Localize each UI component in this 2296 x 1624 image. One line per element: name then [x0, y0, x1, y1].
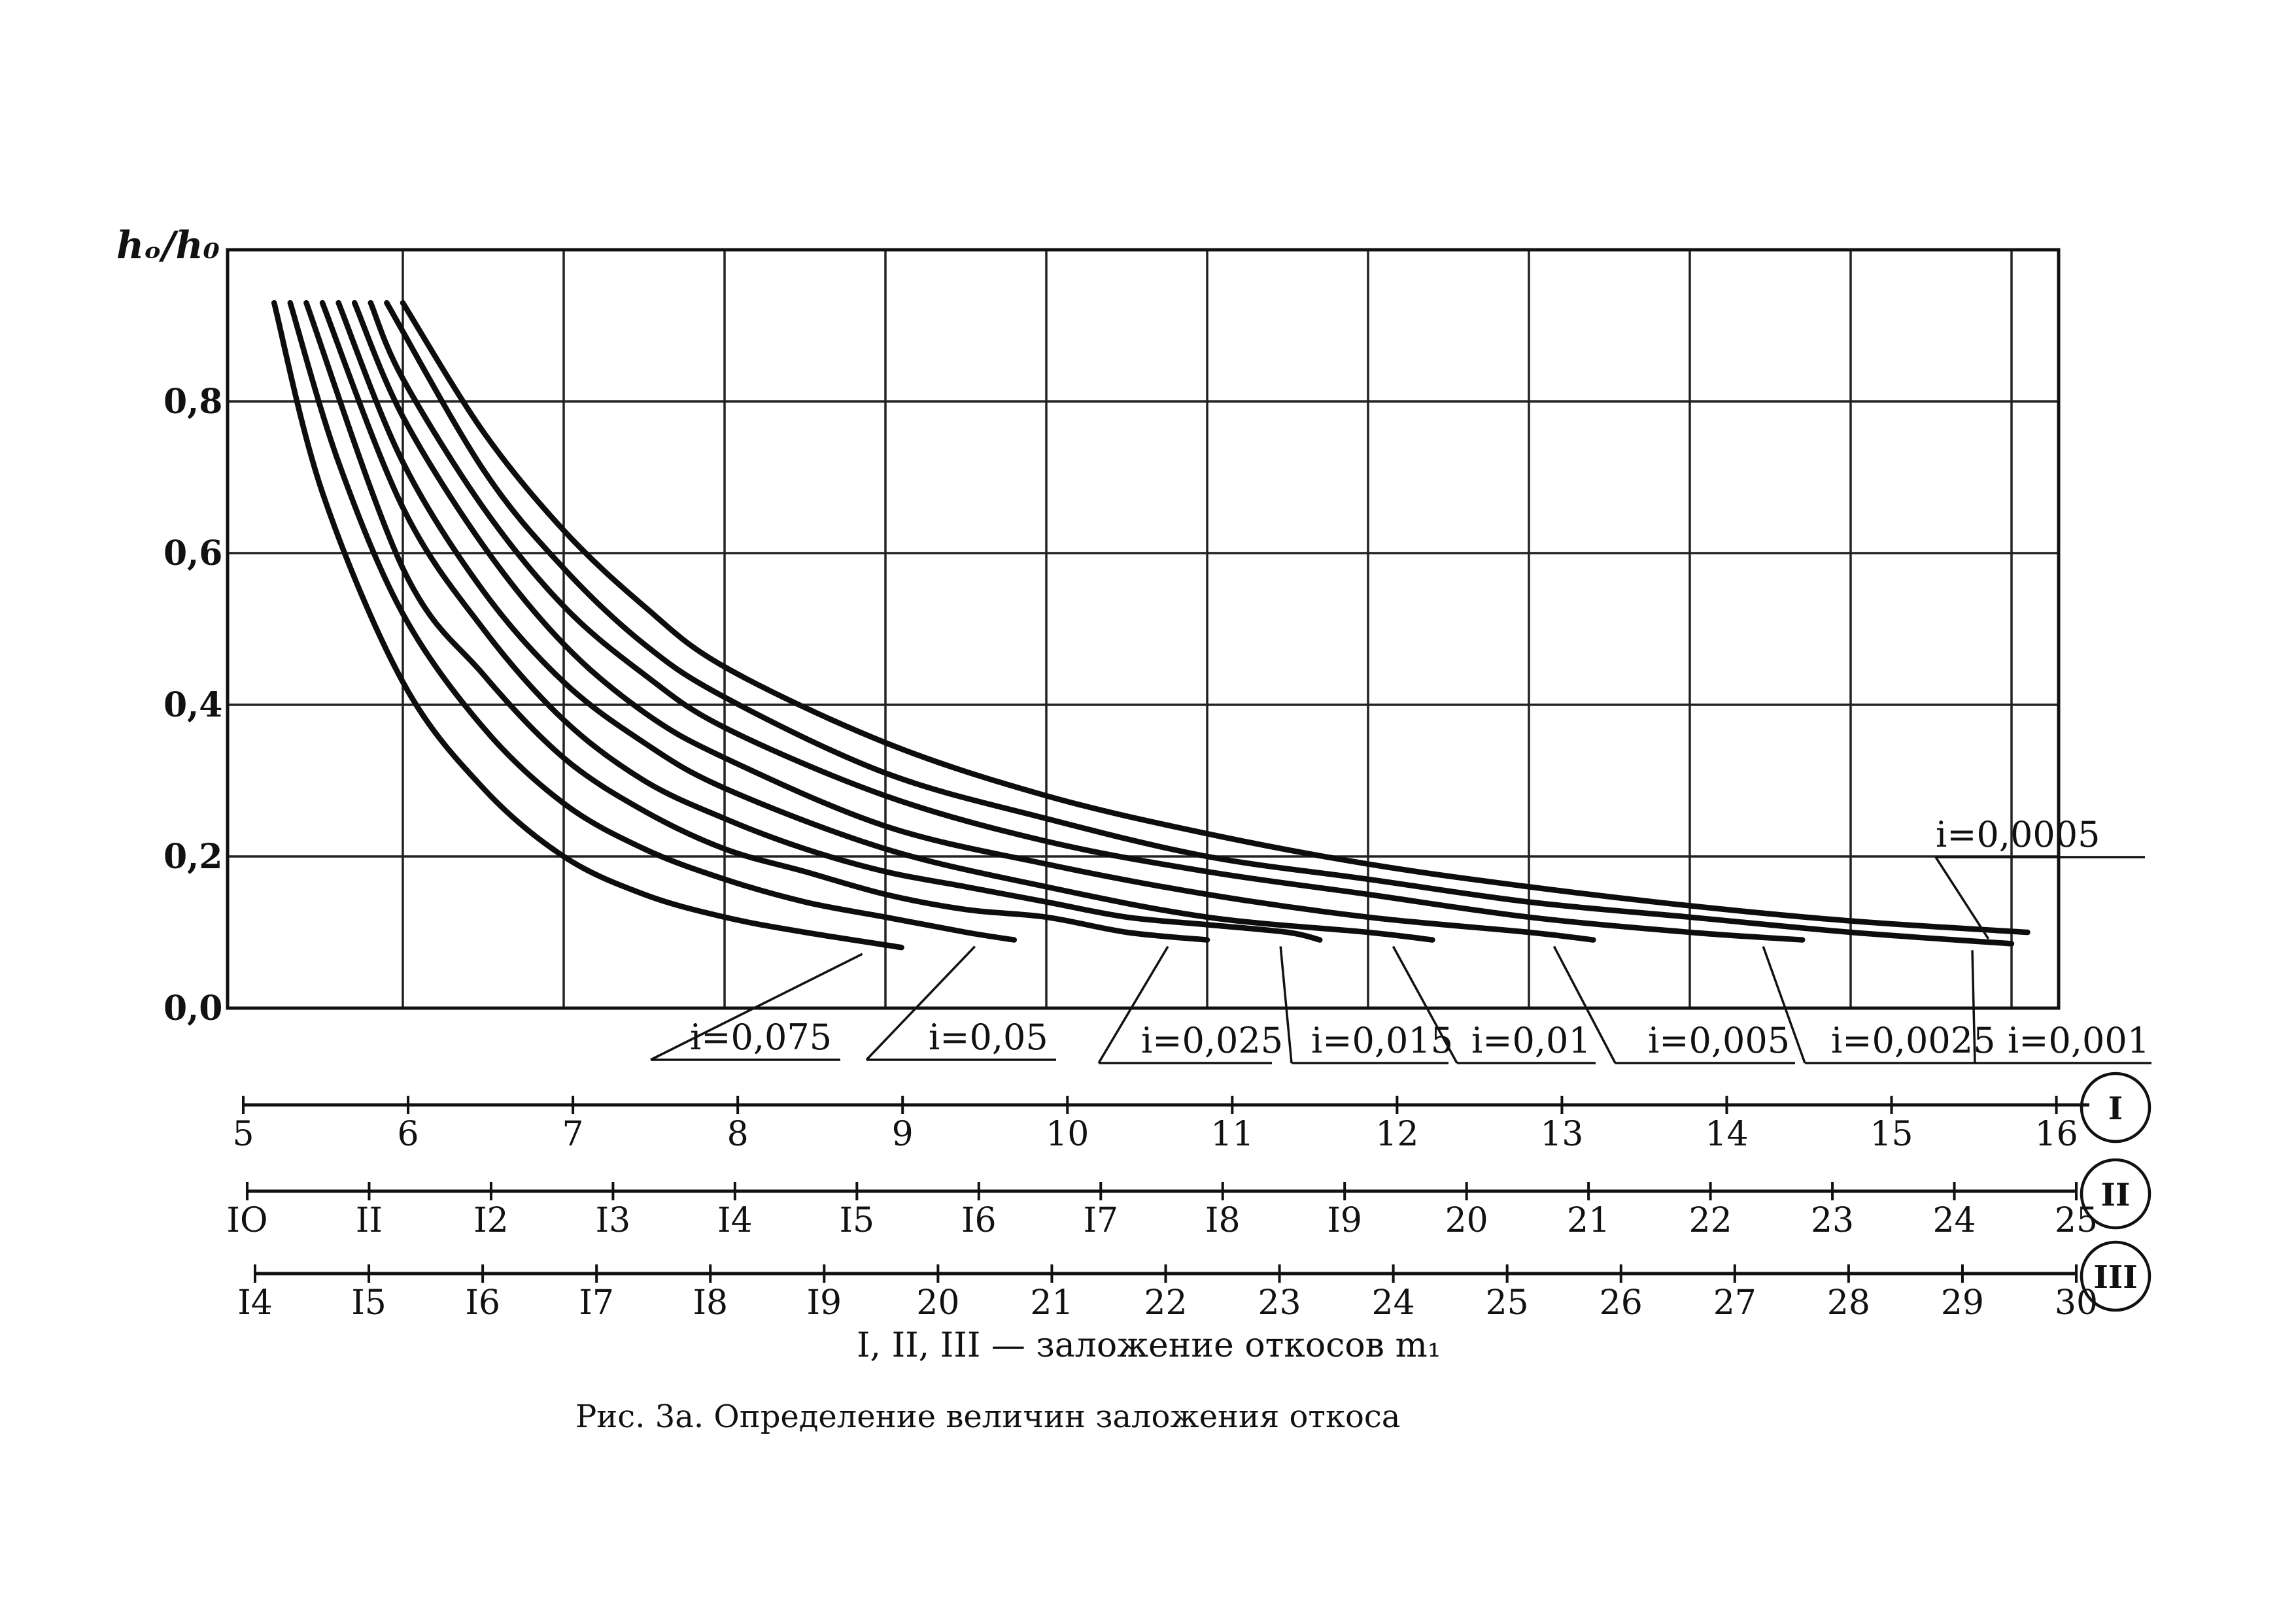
y-axis-label-text: hₒ/h₀: [116, 223, 220, 267]
scale-tick-label: 14: [1705, 1115, 1748, 1154]
x-scales: 5 6 7 8 9 10 11 12 13 14 15 16 I IO II I2 I3 I4 I5 I6 I7 I8 I9…: [226, 1072, 2151, 1323]
scale-tick-label: 22: [1689, 1201, 1732, 1240]
scale-tick-label: 13: [1540, 1115, 1583, 1154]
scale-tick-label: 15: [1870, 1115, 1913, 1154]
scale-tick-label: II: [356, 1201, 383, 1240]
scale-tick-label: I8: [1205, 1201, 1241, 1240]
series-line: [271, 299, 904, 951]
scale-marker-circle: [2080, 1158, 2151, 1230]
scale-tick-label: 16: [2035, 1115, 2078, 1154]
scale-tick-label: 9: [892, 1115, 914, 1154]
scale-tick-label: I4: [237, 1283, 273, 1323]
series-label: i=0,001: [2008, 1020, 2150, 1061]
series-line: [384, 299, 2015, 947]
label-leader-line: [1762, 946, 1806, 1064]
curve-layer: [271, 299, 2030, 951]
series-line: [400, 299, 2030, 936]
scale-tick-label: 20: [1445, 1201, 1488, 1240]
y-tick-label: 0,6: [163, 533, 222, 573]
scale-tick-label: 12: [1375, 1115, 1418, 1154]
scale-tick-label: I8: [693, 1283, 728, 1323]
y-tick-label: 0,0: [163, 989, 222, 1028]
scale-tick-label: I7: [579, 1283, 614, 1323]
scale-tick-label: I5: [351, 1283, 386, 1323]
series-line: [335, 299, 1435, 943]
plot-frame: [226, 248, 2061, 1010]
scale-tick-label: 25: [2055, 1201, 2098, 1240]
series-label: i=0,005: [1648, 1020, 1790, 1061]
scale-marker-circle: [2080, 1072, 2151, 1143]
scale-tick-label: I7: [1083, 1201, 1118, 1240]
curve-labels: i=0,075 i=0,05 i=0,025 i=0,015 i=0,01 i=0,005…: [650, 814, 2151, 1064]
scale-tick-label: 10: [1046, 1115, 1089, 1154]
scale-tick-label: 26: [1600, 1283, 1643, 1323]
scale-marker-circle: [2080, 1240, 2151, 1312]
scale-tick-label: 21: [1030, 1283, 1073, 1323]
scale-tick-label: 20: [916, 1283, 959, 1323]
series-line: [319, 299, 1323, 943]
scale-tick-label: 23: [1811, 1201, 1854, 1240]
series-line: [287, 299, 1018, 943]
scale-tick-label: 27: [1713, 1283, 1756, 1323]
label-leader-line: [1934, 856, 1990, 939]
scale-tick-label: 24: [1372, 1283, 1415, 1323]
series-label: i=0,0005: [1936, 814, 2100, 855]
y-axis-label: hₒ/h₀: [116, 223, 220, 267]
scale-tick-label: I6: [961, 1201, 997, 1240]
scale-tick-label: 24: [1932, 1201, 1976, 1240]
scale-tick-label: 21: [1567, 1201, 1610, 1240]
grid-layer: [228, 250, 2059, 1008]
scale-tick-label: 29: [1941, 1283, 1984, 1323]
label-leader-line: [1971, 950, 1976, 1064]
scale-tick-label: 6: [398, 1115, 419, 1154]
label-leader-line: [1279, 946, 1293, 1064]
label-leader-line: [1552, 945, 1617, 1064]
scale-marker-label: I: [2108, 1091, 2123, 1127]
scale-tick-label: IO: [226, 1201, 267, 1240]
scale-tick-label: I4: [717, 1201, 753, 1240]
series-line: [303, 299, 1210, 943]
scale-tick-label: 5: [232, 1115, 254, 1154]
y-tick-label: 0,8: [163, 382, 222, 422]
scale-tick-label: 11: [1210, 1115, 1254, 1154]
scale-tick-label: I9: [807, 1283, 842, 1323]
scale-tick-label: 28: [1827, 1283, 1870, 1323]
series-label: i=0,025: [1141, 1020, 1283, 1061]
y-tick-label: 0,4: [163, 685, 222, 725]
label-leader-line: [650, 953, 863, 1061]
scale-tick-label: 30: [2055, 1283, 2098, 1323]
series-line: [368, 299, 1806, 943]
label-leader-line: [1392, 945, 1458, 1064]
series-label: i=0,075: [690, 1017, 832, 1058]
scale-tick-label: I2: [473, 1201, 509, 1240]
scale-tick-label: 23: [1258, 1283, 1301, 1323]
figure-caption: Рис. 3а. Определение величин заложения о…: [575, 1398, 1400, 1435]
label-leader-line: [865, 945, 976, 1061]
y-tick-label: 0,2: [163, 837, 222, 877]
label-leader-line: [1097, 945, 1169, 1064]
scale-tick-label: 7: [562, 1115, 584, 1154]
scale-tick-label: I6: [465, 1283, 500, 1323]
scale-marker-label: II: [2101, 1177, 2131, 1213]
series-label: i=0,0025: [1831, 1020, 1995, 1061]
x-axis-title: I, II, III — заложение откосов m₁: [857, 1326, 1441, 1365]
scale-tick-label: I5: [840, 1201, 875, 1240]
series-line: [351, 299, 1596, 943]
scale-tick-label: 8: [727, 1115, 749, 1154]
series-label: i=0,015: [1311, 1020, 1453, 1061]
y-tick-labels: 0,0 0,2 0,4 0,6 0,8: [163, 382, 222, 1028]
scale-tick-label: 22: [1144, 1283, 1187, 1323]
series-label: i=0,01: [1471, 1020, 1591, 1061]
scale-marker-label: III: [2093, 1259, 2137, 1296]
scale-tick-label: I9: [1327, 1201, 1362, 1240]
series-label: i=0,05: [929, 1017, 1048, 1058]
scale-tick-label: 25: [1486, 1283, 1529, 1323]
scale-tick-label: I3: [596, 1201, 631, 1240]
